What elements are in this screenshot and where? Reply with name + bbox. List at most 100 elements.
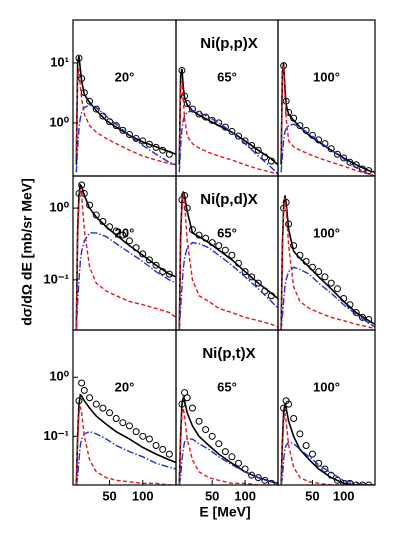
y-tick-label: 10⁻¹ <box>43 271 69 286</box>
data-point <box>365 481 373 485</box>
data-point <box>80 386 88 394</box>
curve <box>75 55 176 165</box>
angle-label: 20° <box>115 379 135 394</box>
data-point <box>86 394 94 402</box>
data-point <box>119 231 127 239</box>
curve <box>178 68 278 166</box>
y-tick-label: 10⁻¹ <box>43 428 69 443</box>
data-point <box>99 404 107 412</box>
plot-area <box>280 62 375 176</box>
x-tick-label: 100 <box>132 488 154 503</box>
data-point <box>145 140 153 148</box>
data-point <box>340 154 348 162</box>
plot-area <box>178 66 278 175</box>
curve <box>75 68 176 166</box>
angle-label: 100° <box>313 225 340 240</box>
data-point <box>267 479 275 485</box>
data-point <box>183 394 191 402</box>
panel-frame <box>277 329 376 486</box>
curve <box>178 193 278 330</box>
data-point <box>321 465 329 473</box>
data-point <box>183 100 191 108</box>
data-point <box>92 400 100 408</box>
data-point <box>358 313 366 321</box>
data-point <box>132 428 140 436</box>
curve <box>75 104 176 173</box>
curve <box>75 232 176 330</box>
data-point <box>165 270 173 278</box>
data-point <box>358 481 366 485</box>
plot-area <box>178 389 278 485</box>
data-point <box>254 146 262 154</box>
data-point <box>248 273 256 281</box>
data-point <box>119 126 127 134</box>
data-point <box>188 404 196 412</box>
panel-title: Ni(p,p)X <box>200 35 258 52</box>
panel-title: Ni(p,t)X <box>202 345 255 362</box>
curve <box>178 109 278 175</box>
y-tick-label: 10⁰ <box>49 114 69 129</box>
plot-area <box>75 379 176 485</box>
data-point <box>165 450 173 458</box>
curve <box>75 189 176 330</box>
data-point <box>352 481 360 485</box>
plot-area <box>75 54 176 173</box>
plot-area <box>280 195 375 330</box>
data-point <box>208 432 216 440</box>
data-point <box>152 441 160 449</box>
data-point <box>308 450 316 458</box>
y-tick-label: 10⁰ <box>49 369 69 384</box>
data-point <box>327 279 335 287</box>
data-point <box>112 415 120 423</box>
curve <box>280 197 375 330</box>
data-point <box>215 440 223 448</box>
data-point <box>315 459 323 467</box>
data-point <box>228 251 236 259</box>
y-tick-label: 10¹ <box>50 54 69 69</box>
data-point <box>254 279 262 287</box>
data-point <box>92 105 100 113</box>
data-point <box>125 422 133 430</box>
x-tick-label: 100 <box>333 488 355 503</box>
curve <box>75 430 176 485</box>
angle-label: 65° <box>217 379 237 394</box>
data-point <box>106 409 114 417</box>
data-point <box>248 471 256 479</box>
data-point <box>321 273 329 281</box>
x-tick-label: 50 <box>102 488 116 503</box>
data-point <box>119 419 127 427</box>
data-point <box>188 105 196 113</box>
data-point <box>125 237 133 245</box>
plot-area <box>178 191 278 330</box>
curve <box>75 406 176 485</box>
data-point <box>333 285 341 293</box>
data-point <box>139 432 147 440</box>
y-tick-label: 10⁰ <box>49 200 69 215</box>
curve <box>280 123 375 176</box>
data-point <box>228 453 236 461</box>
y-axis-label: dσ/dΩ dE [mb/sr MeV] <box>19 178 35 326</box>
plot-area <box>75 181 176 330</box>
data-point <box>112 227 120 235</box>
data-point <box>221 246 229 254</box>
angle-label: 20° <box>115 225 135 240</box>
data-point <box>125 130 133 138</box>
curve <box>280 441 375 485</box>
angle-label: 65° <box>217 69 237 84</box>
data-point <box>302 441 310 449</box>
angle-label: 100° <box>313 379 340 394</box>
x-tick-label: 50 <box>305 488 319 503</box>
data-point <box>333 150 341 158</box>
data-point <box>241 268 249 276</box>
curve <box>178 407 278 485</box>
curve <box>178 241 278 330</box>
curve <box>280 65 375 176</box>
data-point <box>78 379 86 387</box>
curve <box>178 80 278 175</box>
angle-label: 100° <box>313 69 340 84</box>
data-point <box>235 459 243 467</box>
angle-label: 20° <box>115 69 135 84</box>
data-point <box>221 448 229 456</box>
data-point <box>145 435 153 443</box>
